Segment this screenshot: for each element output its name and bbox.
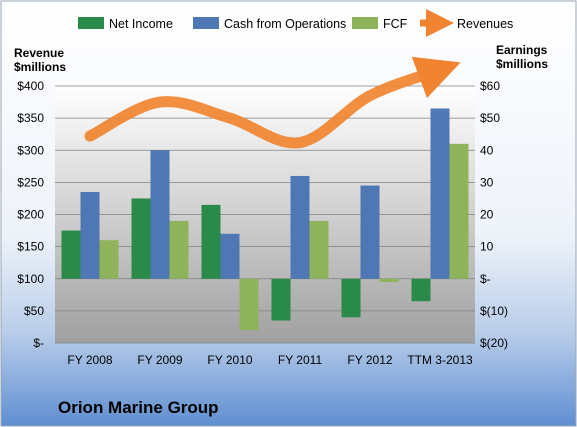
- bar-cash-from-operations: [430, 108, 450, 279]
- bar-net-income: [131, 198, 151, 279]
- bar-cash-from-operations: [360, 185, 380, 279]
- legend-swatch-cash-from-operations: [193, 17, 219, 29]
- legend-label-revenues: Revenues: [457, 17, 513, 31]
- legend-swatch-fcf: [352, 17, 378, 29]
- bar-cash-from-operations: [220, 233, 240, 279]
- left-axis-ticks: $- $50 $100 $150 $200 $250 $300 $350 $400: [17, 79, 44, 350]
- bar-fcf: [239, 278, 259, 331]
- left-tick-label: $300: [17, 143, 44, 157]
- bar-fcf: [169, 220, 189, 279]
- bar-net-income: [271, 278, 291, 321]
- bar-net-income: [411, 278, 431, 302]
- gridlines: [55, 85, 475, 344]
- left-tick-label: $350: [17, 111, 44, 125]
- x-axis-ticks: FY 2008 FY 2009 FY 2010 FY 2011 FY 2012 TTM 3…: [67, 353, 473, 367]
- legend-label-cash-from-operations: Cash from Operations: [224, 17, 346, 31]
- left-tick-label: $-: [33, 336, 44, 350]
- bar-cash-from-operations: [150, 150, 170, 279]
- bar-net-income: [341, 278, 361, 318]
- right-tick-label: 10: [480, 240, 494, 254]
- bar-fcf: [99, 240, 119, 279]
- bar-fcf: [449, 143, 469, 279]
- legend: Net Income Cash from Operations FCF Reve…: [78, 9, 513, 37]
- bar-net-income: [61, 230, 81, 279]
- right-axis-title-line1: Earnings: [496, 43, 548, 57]
- bar-fcf: [379, 278, 399, 282]
- legend-label-net-income: Net Income: [109, 17, 173, 31]
- right-tick-label: 30: [480, 175, 494, 189]
- right-tick-label: $-: [480, 272, 491, 286]
- series-line-revenues: [84, 56, 461, 149]
- revenue-line-group: [84, 56, 461, 149]
- right-tick-label: $(20): [480, 336, 508, 350]
- left-axis-title-line2: $millions: [14, 60, 66, 74]
- right-tick-label: $(10): [480, 304, 508, 318]
- right-tick-label: $50: [480, 111, 500, 125]
- bar-fcf: [309, 220, 329, 279]
- x-tick-label: FY 2012: [347, 353, 392, 367]
- right-tick-label: 20: [480, 208, 494, 222]
- left-tick-label: $100: [17, 272, 44, 286]
- bar-cash-from-operations: [290, 175, 310, 279]
- bar-net-income: [201, 204, 221, 279]
- right-tick-label: $60: [480, 79, 500, 93]
- bar-cash-from-operations: [80, 192, 100, 279]
- x-tick-label: FY 2009: [137, 353, 182, 367]
- right-tick-label: 40: [480, 143, 494, 157]
- left-tick-label: $150: [17, 240, 44, 254]
- x-tick-label: FY 2010: [207, 353, 252, 367]
- right-axis-title-line2: $millions: [496, 57, 548, 71]
- left-axis-title-line1: Revenue: [14, 46, 64, 60]
- x-tick-label: FY 2011: [278, 353, 323, 367]
- legend-swatch-net-income: [78, 17, 104, 29]
- left-tick-label: $50: [24, 304, 44, 318]
- chart-title: Orion Marine Group: [58, 398, 219, 417]
- left-tick-label: $250: [17, 175, 44, 189]
- x-tick-label: FY 2008: [67, 353, 112, 367]
- left-tick-label: $200: [17, 208, 44, 222]
- x-tick-label: TTM 3-2013: [407, 353, 473, 367]
- left-tick-label: $400: [17, 79, 44, 93]
- right-axis-ticks: $(20) $(10) $- 10 20 30 40 $50 $60: [480, 79, 508, 350]
- legend-label-fcf: FCF: [383, 17, 408, 31]
- bars: [61, 108, 469, 331]
